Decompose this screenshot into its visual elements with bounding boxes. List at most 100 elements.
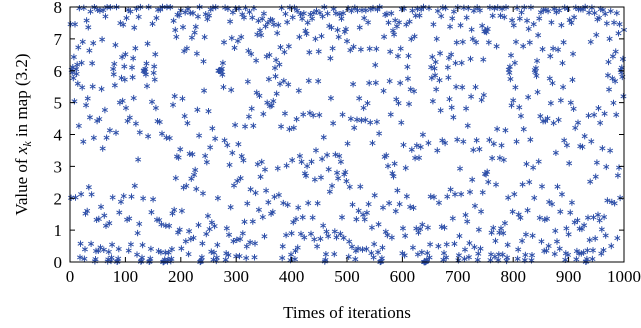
data-point [278, 4, 285, 12]
data-point [207, 144, 214, 151]
data-point [600, 247, 607, 254]
data-point [325, 166, 332, 173]
data-point [392, 17, 399, 24]
data-point [360, 104, 367, 112]
data-point [511, 191, 518, 198]
data-point [468, 26, 475, 33]
data-point [618, 69, 625, 76]
data-point [537, 9, 544, 16]
data-point [373, 45, 380, 53]
data-point [317, 235, 324, 242]
data-point [272, 73, 279, 80]
data-point [173, 33, 180, 41]
data-point [252, 189, 259, 197]
data-point [392, 208, 399, 215]
data-point [396, 200, 403, 208]
data-point [468, 93, 475, 100]
data-point [526, 178, 533, 186]
data-point [190, 234, 197, 242]
data-point [327, 55, 334, 62]
data-point [211, 249, 218, 256]
data-point [158, 130, 165, 137]
data-point [615, 164, 623, 171]
data-point [201, 87, 208, 94]
data-point [437, 107, 444, 114]
data-point [126, 114, 133, 121]
data-point [135, 13, 142, 21]
data-point [530, 164, 537, 171]
data-point [227, 204, 234, 211]
data-point [615, 30, 622, 37]
data-point [88, 240, 95, 247]
data-point [435, 199, 442, 206]
data-point [319, 13, 326, 20]
data-point [620, 93, 627, 100]
data-point [99, 145, 106, 152]
data-point [570, 50, 577, 58]
data-point [537, 113, 544, 120]
data-point [246, 8, 253, 16]
data-point [230, 182, 238, 189]
data-point [463, 105, 470, 112]
data-point [536, 214, 543, 222]
data-point [130, 55, 137, 62]
data-point [611, 19, 618, 26]
data-point [73, 70, 80, 78]
data-point [191, 171, 198, 179]
data-point [475, 250, 482, 257]
data-point [464, 122, 471, 129]
data-point [284, 19, 291, 26]
plot-frame [69, 6, 625, 263]
data-point [78, 191, 85, 198]
data-point [150, 69, 157, 77]
data-point [606, 35, 613, 42]
data-point [612, 48, 619, 55]
data-point [406, 18, 413, 25]
data-point [531, 194, 538, 202]
data-point [479, 22, 486, 29]
y-axis-title-subscript: k [20, 141, 34, 147]
data-point [188, 175, 195, 182]
data-point [584, 247, 591, 254]
data-point [171, 206, 178, 214]
data-point [430, 21, 437, 28]
data-point [613, 9, 620, 17]
data-point [444, 64, 451, 71]
data-point [75, 44, 82, 51]
data-point [589, 255, 596, 263]
data-point [303, 30, 310, 37]
data-point [200, 58, 207, 65]
data-point [350, 43, 357, 50]
data-point [228, 34, 235, 42]
data-point [563, 225, 570, 232]
data-point [523, 160, 530, 168]
data-point [334, 26, 341, 34]
data-point [495, 251, 502, 258]
data-point [274, 165, 281, 172]
data-point [366, 79, 373, 87]
data-point [416, 12, 423, 19]
data-point [519, 237, 526, 245]
data-point [532, 65, 539, 72]
data-point [182, 238, 189, 245]
data-point [266, 51, 273, 59]
data-point [285, 81, 292, 88]
data-point [488, 229, 495, 236]
data-point [372, 61, 379, 69]
data-point [243, 254, 250, 262]
data-point [571, 14, 578, 21]
data-point [232, 5, 239, 12]
data-point [296, 152, 303, 160]
data-point [257, 173, 264, 180]
y-axis-title: Value of xk in map (3.2) [12, 53, 34, 215]
data-point [299, 214, 306, 221]
data-point [593, 159, 600, 166]
data-point [314, 200, 321, 207]
data-point [206, 12, 213, 19]
data-point [319, 155, 326, 163]
data-point [291, 256, 298, 263]
data-point [372, 79, 379, 86]
data-point [408, 35, 415, 43]
data-point [458, 191, 465, 198]
data-point [102, 13, 109, 20]
